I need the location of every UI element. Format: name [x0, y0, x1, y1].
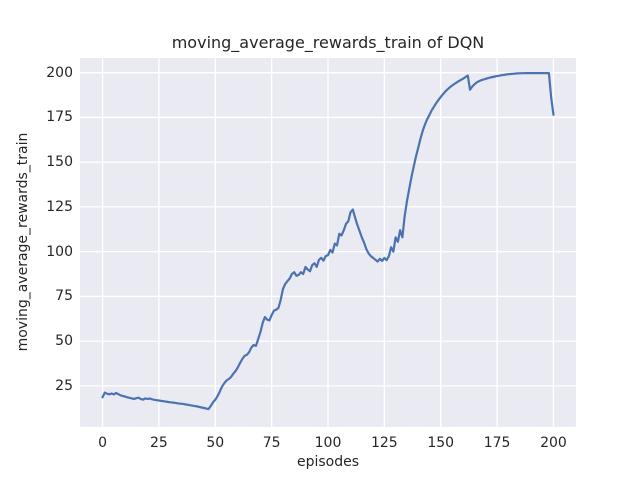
x-tick-label: 175 [483, 435, 511, 451]
y-tick-label: 175 [46, 109, 73, 126]
y-tick-label: 75 [55, 288, 73, 305]
chart-title: moving_average_rewards_train of DQN [171, 33, 485, 52]
y-tick-label: 200 [46, 64, 73, 81]
x-tick-label: 100 [314, 435, 342, 451]
y-tick-label: 150 [46, 154, 73, 171]
y-tick-label: 25 [55, 377, 73, 394]
x-tick-label: 25 [149, 435, 168, 451]
gridlines [80, 57, 576, 427]
x-axis-label: episodes [296, 454, 360, 470]
y-tick-label: 100 [46, 243, 73, 260]
x-tick-label: 150 [427, 435, 455, 451]
x-tick-label: 50 [206, 435, 225, 451]
x-tick-label: 200 [540, 435, 567, 451]
y-tick-label: 50 [55, 333, 73, 350]
dqn-series-line [101, 72, 555, 411]
x-tick-label: 0 [98, 435, 107, 451]
y-tick-label: 125 [46, 198, 73, 215]
x-tick-label: 125 [370, 435, 398, 451]
x-tick-label: 75 [262, 435, 281, 451]
